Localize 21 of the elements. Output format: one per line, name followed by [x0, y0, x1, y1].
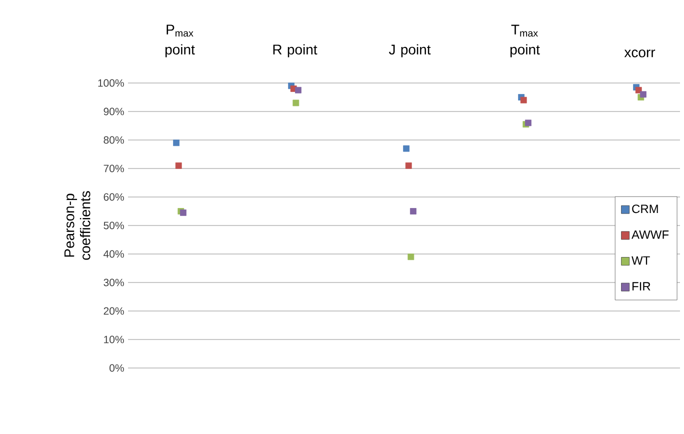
y-tick-label: 40% [104, 250, 124, 258]
y-tick-label: 60% [104, 193, 124, 201]
y-tick-label: 70% [104, 164, 124, 172]
x-tick-label: R point [273, 44, 318, 58]
y-axis-title: Pearson-p coefficients [64, 191, 90, 260]
x-tick-label: J point [388, 44, 431, 58]
y-tick-label: 90% [104, 108, 124, 116]
x-tick-label: xcorr [624, 50, 656, 58]
y-tick-label: 0% [110, 364, 124, 372]
x-tick-label: T$_{max}$ point [510, 24, 540, 58]
legend-label: FIR [632, 282, 650, 290]
legend-label: AWWF [632, 230, 669, 239]
y-tick-label: 80% [104, 136, 124, 144]
y-tick-label: 30% [104, 278, 124, 286]
y-tick-label: 20% [104, 307, 124, 315]
legend-label: CRM [632, 204, 658, 214]
y-tick-label: 100% [98, 79, 124, 87]
legend-label: WT [632, 256, 650, 265]
y-tick-label: 50% [104, 222, 124, 230]
y-tick-label: 10% [104, 336, 124, 344]
x-tick-label: P$_{max}$ point [165, 24, 195, 58]
